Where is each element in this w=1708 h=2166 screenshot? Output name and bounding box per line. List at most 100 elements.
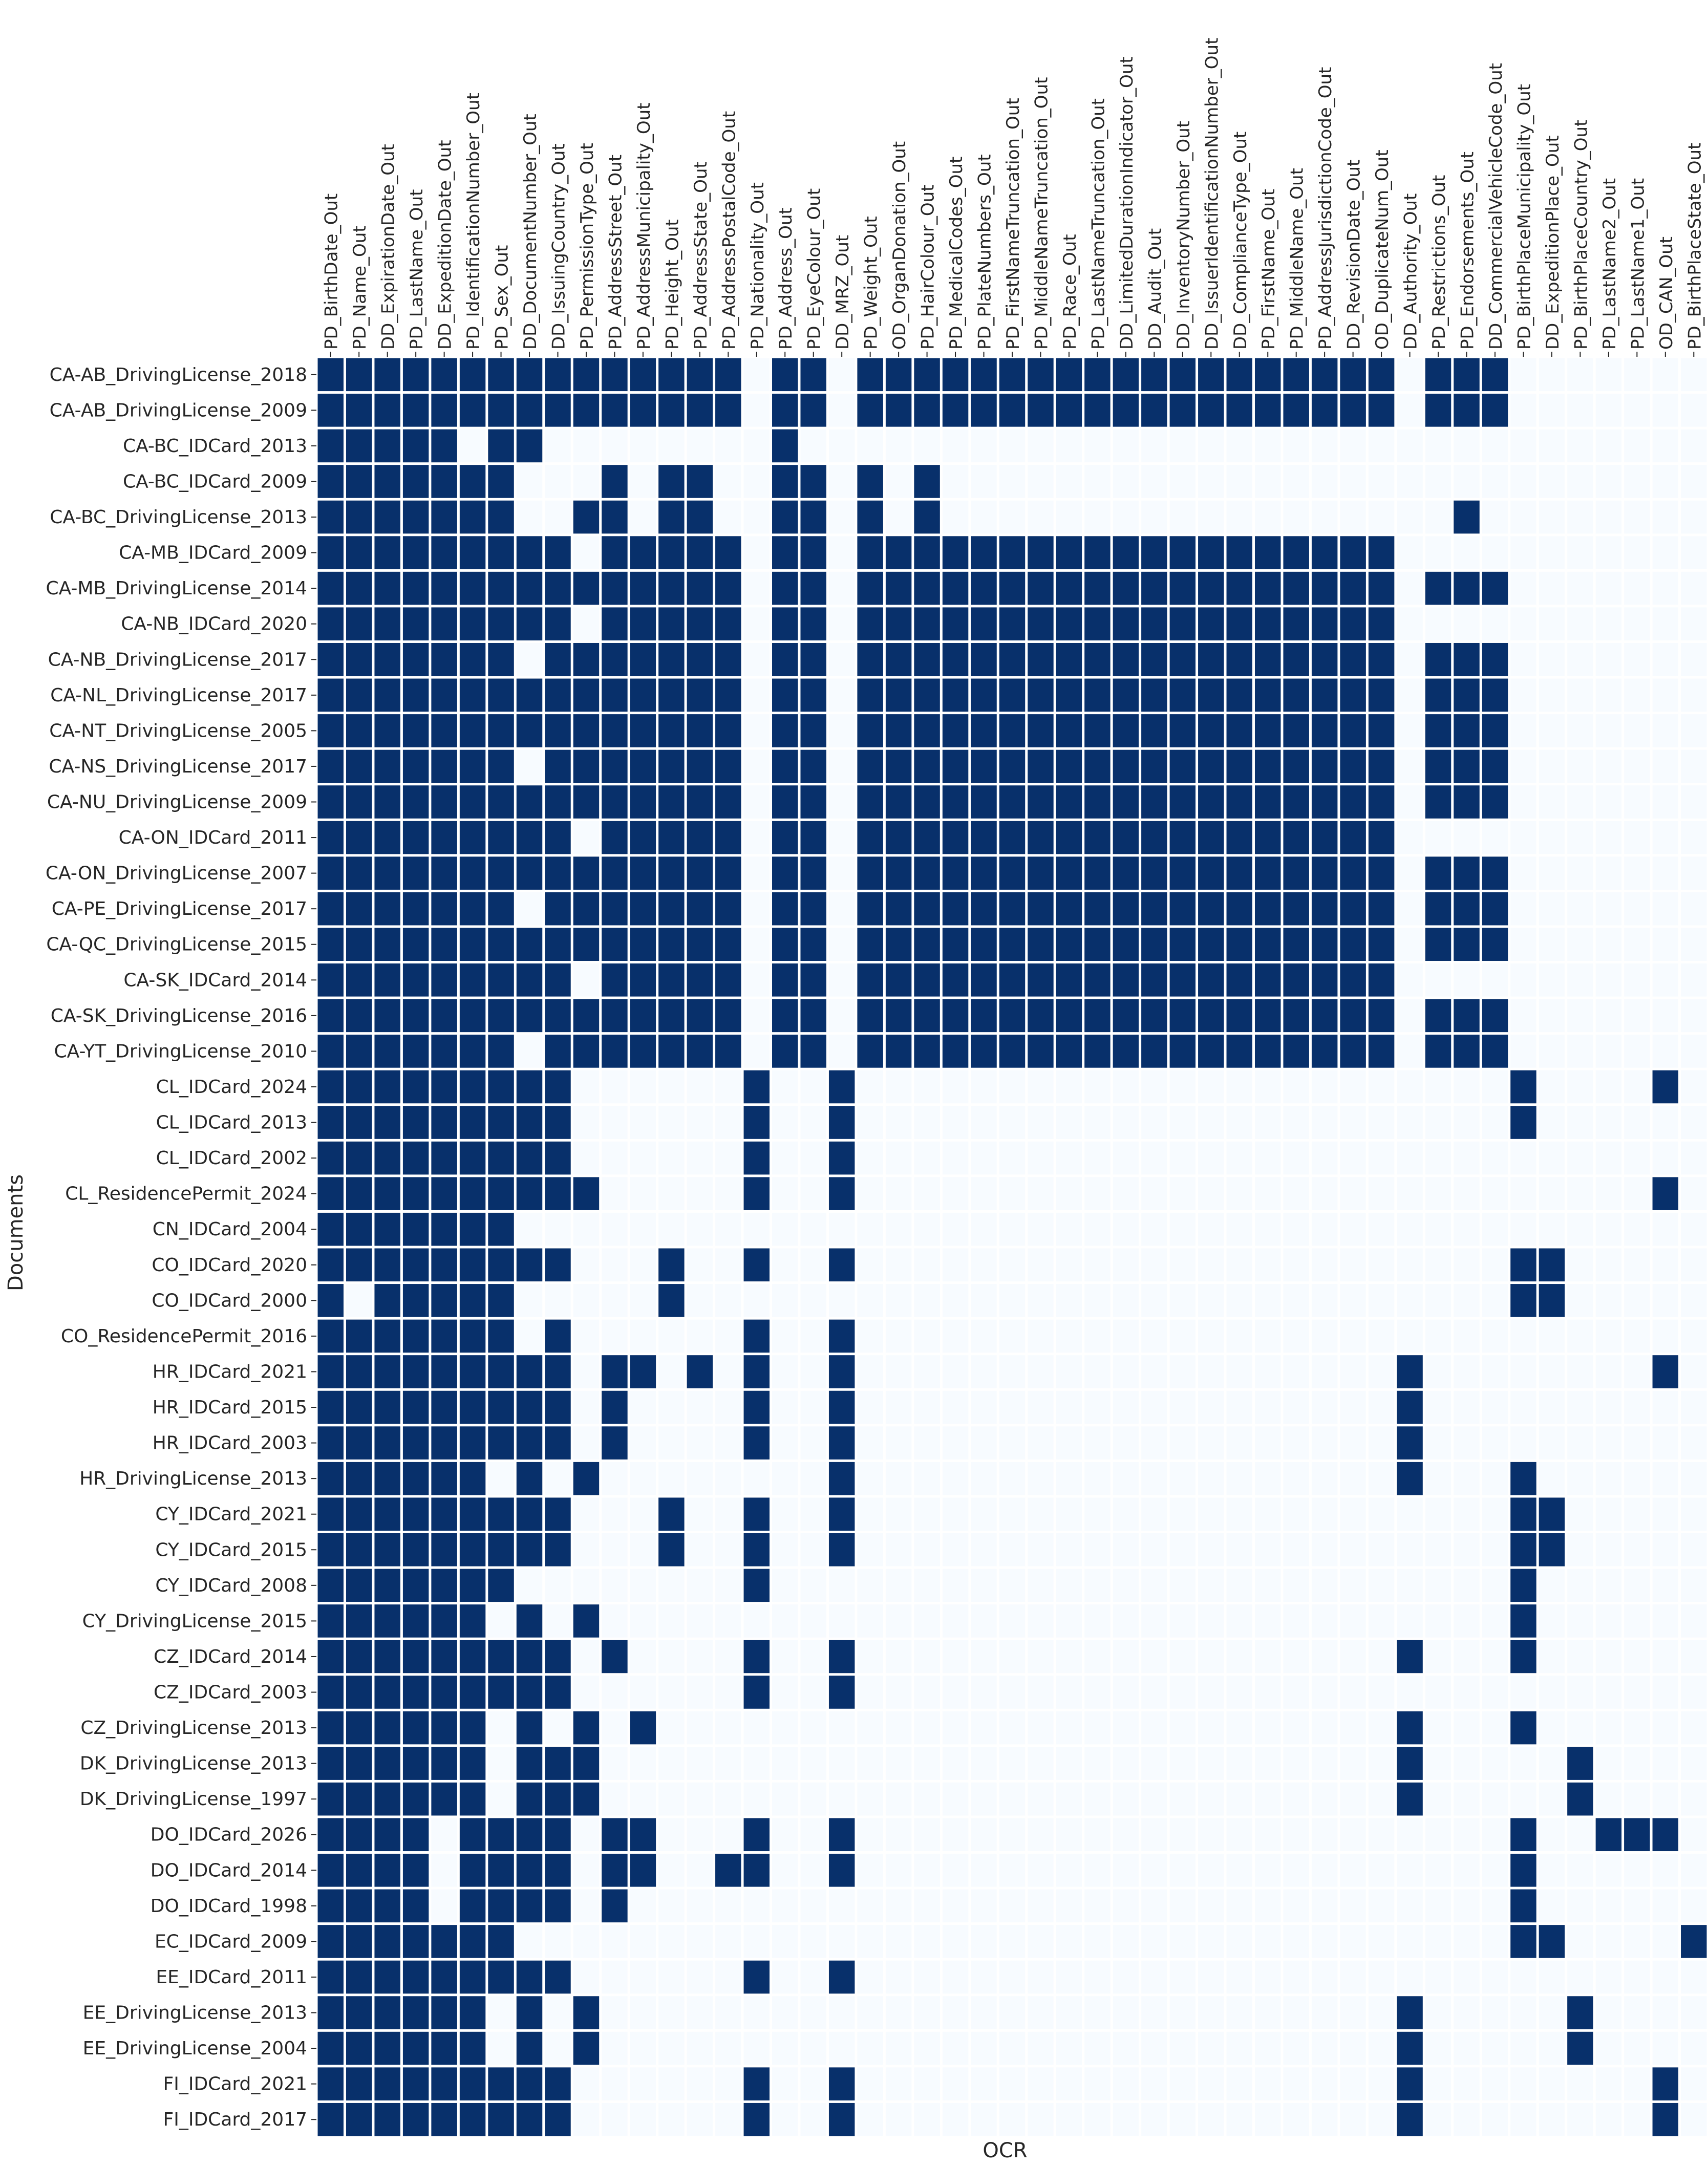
- heatmap-cell: [1368, 749, 1395, 783]
- heatmap-cell: [602, 1284, 628, 1317]
- heatmap-cell: [1226, 1319, 1252, 1353]
- heatmap-cell: [374, 1889, 400, 1923]
- heatmap-cell: [1397, 1177, 1423, 1210]
- heatmap-cell: [488, 1141, 514, 1175]
- heatmap-cell: [1028, 928, 1054, 961]
- heatmap-cell: [1482, 465, 1508, 498]
- heatmap-cell: [687, 1035, 713, 1068]
- heatmap-cell: [687, 1141, 713, 1175]
- heatmap-cell: [658, 1818, 685, 1852]
- heatmap-cell: [602, 1782, 628, 1816]
- heatmap-cell: [1113, 1070, 1139, 1104]
- heatmap-cell: [1425, 1177, 1451, 1210]
- heatmap-cell: [914, 1284, 940, 1317]
- heatmap-cell: [545, 2067, 571, 2100]
- heatmap-cell: [1539, 749, 1565, 783]
- heatmap-cell: [1084, 892, 1111, 926]
- heatmap-cell: [545, 1533, 571, 1567]
- heatmap-cell: [828, 1141, 855, 1175]
- heatmap-cell: [1254, 1640, 1281, 1674]
- heatmap-cell: [1567, 1818, 1593, 1852]
- heatmap-cell: [1311, 1925, 1338, 1958]
- heatmap-cell: [885, 571, 912, 605]
- heatmap-cell: [1169, 2103, 1196, 2136]
- heatmap-cell: [1226, 465, 1252, 498]
- heatmap-cell: [687, 607, 713, 640]
- heatmap-cell: [630, 1035, 656, 1068]
- heatmap-cell: [743, 1035, 770, 1068]
- heatmap-cell: [772, 1070, 798, 1104]
- x-tick-label: DD_ExpeditionDate_Out: [435, 140, 456, 350]
- heatmap-cell: [772, 678, 798, 712]
- heatmap-cell: [999, 1604, 1026, 1638]
- y-tick-label: CO_IDCard_2020: [152, 1255, 307, 1276]
- heatmap-cell: [772, 1284, 798, 1317]
- heatmap-cell: [1254, 1212, 1281, 1246]
- heatmap-cell: [1482, 1462, 1508, 1495]
- heatmap-cell: [402, 892, 429, 926]
- heatmap-cell: [1652, 1390, 1679, 1424]
- heatmap-cell: [602, 1854, 628, 1887]
- heatmap-cell: [658, 678, 685, 712]
- heatmap-cell: [800, 1818, 826, 1852]
- heatmap-cell: [658, 1747, 685, 1780]
- heatmap-cell: [885, 1711, 912, 1745]
- heatmap-cell: [1567, 1426, 1593, 1460]
- heatmap-cell: [1397, 678, 1423, 712]
- heatmap-cell: [942, 1782, 969, 1816]
- heatmap-cell: [1169, 678, 1196, 712]
- heatmap-cell: [1254, 821, 1281, 854]
- heatmap-cell: [1425, 1854, 1451, 1887]
- heatmap-cell: [602, 358, 628, 392]
- x-tick-label: PD_AddressJurisdictionCode_Out: [1315, 67, 1336, 350]
- heatmap-cell: [374, 821, 400, 854]
- heatmap-cell: [828, 1462, 855, 1495]
- heatmap-cell: [1141, 928, 1167, 961]
- heatmap-cell: [658, 500, 685, 534]
- heatmap-cell: [602, 1497, 628, 1531]
- heatmap-cell: [828, 1248, 855, 1282]
- heatmap-cell: [772, 465, 798, 498]
- heatmap-cell: [914, 678, 940, 712]
- heatmap-cell: [942, 1390, 969, 1424]
- heatmap-cell: [346, 1676, 372, 1709]
- heatmap-cell: [1113, 963, 1139, 997]
- heatmap-cell: [630, 2031, 656, 2065]
- heatmap-cell: [1283, 1711, 1309, 1745]
- heatmap-cell: [346, 536, 372, 569]
- heatmap-cell: [602, 1390, 628, 1424]
- heatmap-cell: [914, 1604, 940, 1638]
- heatmap-cell: [772, 1212, 798, 1246]
- heatmap-cell: [516, 1818, 543, 1852]
- heatmap-cell: [971, 999, 997, 1033]
- heatmap-cell: [545, 1640, 571, 1674]
- heatmap-cell: [1028, 1747, 1054, 1780]
- heatmap-cell: [516, 571, 543, 605]
- heatmap-cell: [402, 749, 429, 783]
- heatmap-cell: [346, 571, 372, 605]
- heatmap-cell: [1141, 856, 1167, 890]
- heatmap-cell: [431, 1177, 457, 1210]
- x-tick-label: DD_LimitedDurationIndicator_Out: [1117, 56, 1137, 350]
- heatmap-cell: [402, 1106, 429, 1139]
- heatmap-cell: [1595, 2031, 1622, 2065]
- x-tick-label: PD_BirthPlaceState_Out: [1684, 143, 1705, 350]
- y-tick-label: CA-SK_IDCard_2014: [123, 970, 307, 991]
- heatmap-cell: [1454, 1319, 1480, 1353]
- heatmap-cell: [1340, 821, 1366, 854]
- heatmap-cell: [1567, 678, 1593, 712]
- heatmap-cell: [885, 1141, 912, 1175]
- heatmap-cell: [743, 749, 770, 783]
- heatmap-cell: [1624, 2031, 1650, 2065]
- heatmap-cell: [402, 1960, 429, 1994]
- heatmap-cell: [715, 714, 741, 747]
- heatmap-cell: [516, 394, 543, 427]
- heatmap-cell: [999, 928, 1026, 961]
- heatmap-cell: [1340, 2103, 1366, 2136]
- heatmap-cell: [658, 1497, 685, 1531]
- heatmap-cell: [885, 607, 912, 640]
- heatmap-cell: [885, 1070, 912, 1104]
- heatmap-cell: [772, 500, 798, 534]
- heatmap-cell: [914, 536, 940, 569]
- heatmap-cell: [516, 1319, 543, 1353]
